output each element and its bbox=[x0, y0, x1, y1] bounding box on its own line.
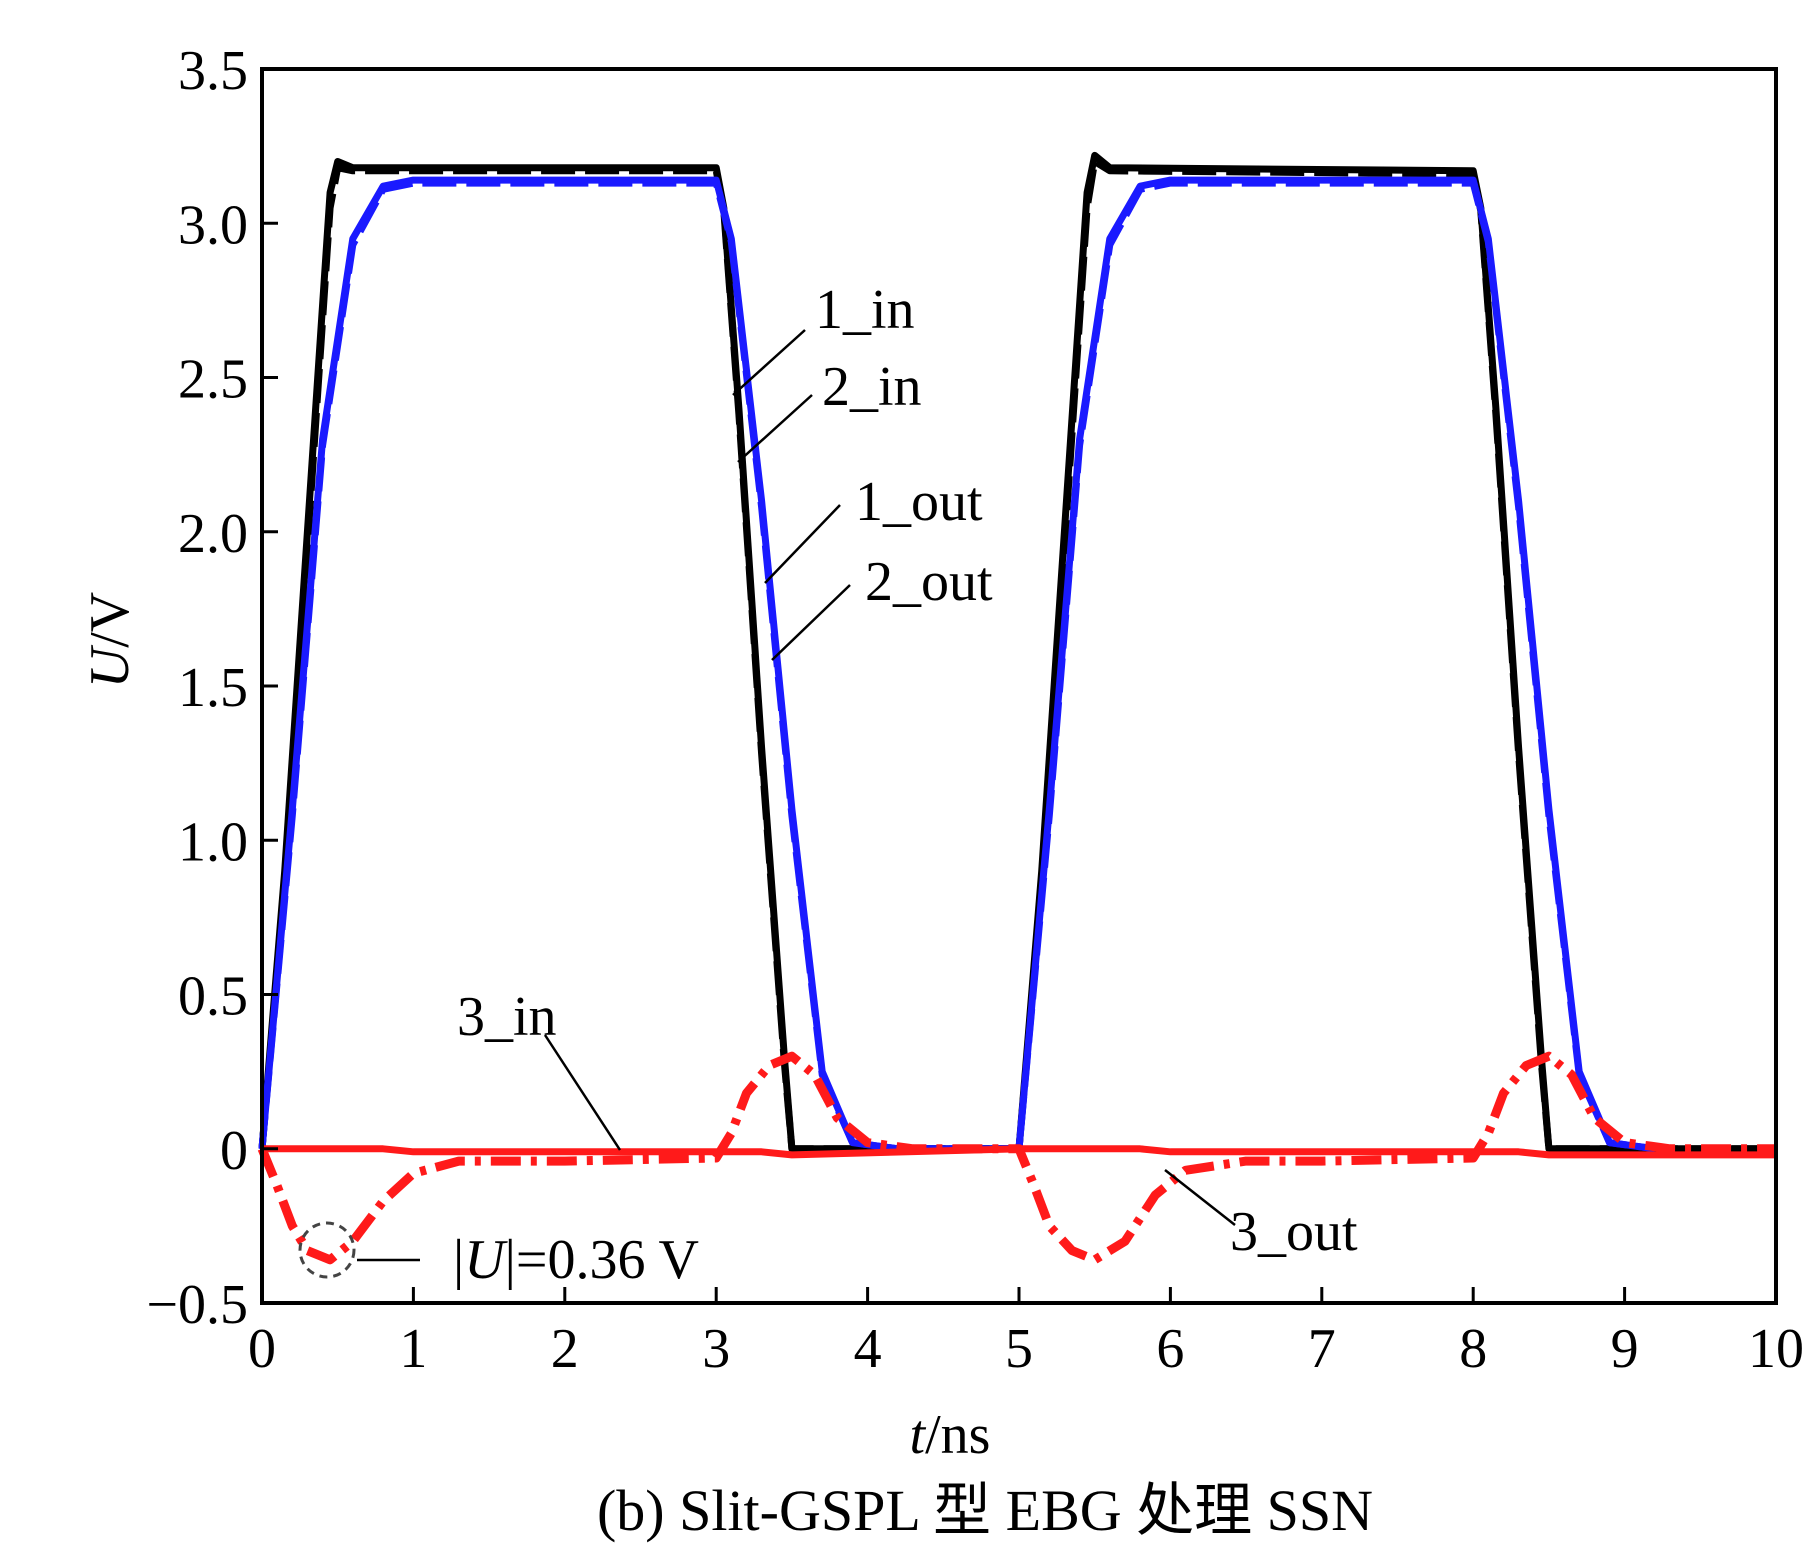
leader-1-in bbox=[732, 329, 806, 396]
tick-layer: 0 1 2 3 4 5 6 7 8 9 10−0.500.51.01.52.02.53.03.5 bbox=[146, 40, 1804, 1380]
x-tick-label: 1 bbox=[399, 1318, 427, 1380]
x-tick-label: 9 bbox=[1611, 1318, 1639, 1380]
leader-2-out bbox=[771, 584, 851, 661]
label-umag: |U|=0.36 V bbox=[453, 1229, 699, 1291]
y-tick-label: 1.0 bbox=[178, 811, 248, 873]
y-tick-label: 0.5 bbox=[178, 966, 248, 1028]
y-tick-label: 1.5 bbox=[178, 657, 248, 719]
y-tick-label: 3.0 bbox=[178, 194, 248, 256]
label-3-in: 3_in bbox=[457, 986, 557, 1048]
x-tick-label: 10 bbox=[1748, 1318, 1804, 1380]
x-axis-title: t/ns bbox=[910, 1404, 991, 1466]
figure-caption: (b) Slit-GSPL 型 EBG 处理 SSN bbox=[597, 1478, 1373, 1543]
x-tick-label: 2 bbox=[551, 1318, 579, 1380]
x-tick-label: 8 bbox=[1459, 1318, 1487, 1380]
y-tick-label: −0.5 bbox=[146, 1274, 248, 1336]
series-line-3-in bbox=[262, 1145, 1776, 1159]
y-tick-label: 2.5 bbox=[178, 349, 248, 411]
x-axis-title-var: t bbox=[910, 1404, 927, 1466]
leader-1-out bbox=[764, 504, 841, 584]
label-2-out: 2_out bbox=[865, 551, 993, 613]
x-tick-label: 6 bbox=[1156, 1318, 1184, 1380]
label-3-out: 3_out bbox=[1230, 1201, 1358, 1263]
y-axis-title-unit: /V bbox=[79, 592, 141, 648]
x-tick-label: 4 bbox=[854, 1318, 882, 1380]
x-tick-label: 5 bbox=[1005, 1318, 1033, 1380]
y-tick-label: 3.5 bbox=[178, 40, 248, 102]
leader-2-in bbox=[737, 394, 813, 463]
leader-3-out bbox=[1164, 1169, 1236, 1226]
label-1-out: 1_out bbox=[855, 471, 983, 533]
y-tick-label: 2.0 bbox=[178, 503, 248, 565]
leader-3-in bbox=[543, 1034, 622, 1151]
minimum-marker-circle bbox=[298, 1221, 356, 1279]
x-tick-label: 7 bbox=[1308, 1318, 1336, 1380]
label-2-in: 2_in bbox=[822, 356, 922, 418]
annotation-layer: 1_in 2_in 1_out 2_out 3_in 3_out |U|=0.3… bbox=[298, 279, 1358, 1291]
y-axis-title: U/V bbox=[79, 592, 141, 688]
x-axis-title-unit: /ns bbox=[925, 1404, 990, 1466]
y-axis-title-var: U bbox=[79, 644, 141, 688]
y-tick-label: 0 bbox=[220, 1120, 248, 1182]
series-layer bbox=[257, 151, 1776, 1265]
x-tick-label: 0 bbox=[248, 1318, 276, 1380]
label-1-in: 1_in bbox=[815, 279, 915, 341]
series-line-3-out bbox=[257, 1051, 1776, 1265]
x-tick-label: 3 bbox=[702, 1318, 730, 1380]
